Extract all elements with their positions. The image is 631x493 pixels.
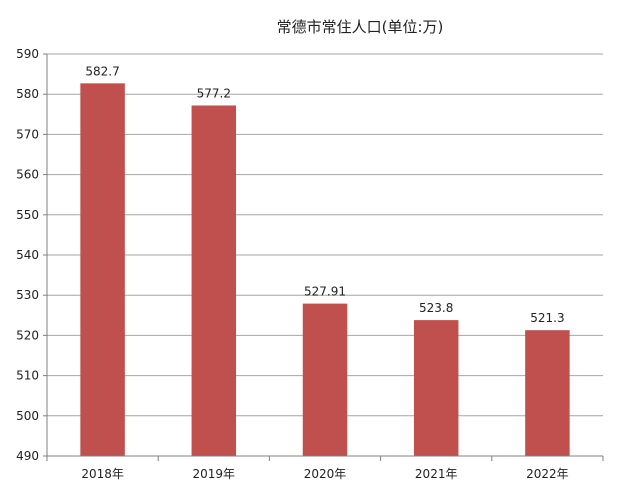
y-tick-label: 560 bbox=[16, 168, 39, 182]
y-tick-label: 580 bbox=[16, 87, 39, 101]
y-axis-ticks: 490 500 510 520 530 540 550 560 570 580 590 bbox=[16, 47, 47, 463]
data-label: 523.8 bbox=[419, 301, 453, 315]
data-label: 582.7 bbox=[85, 64, 119, 78]
y-tick-label: 510 bbox=[16, 369, 39, 383]
bar bbox=[302, 303, 348, 456]
data-label: 577.2 bbox=[197, 86, 231, 100]
y-tick-label: 590 bbox=[16, 47, 39, 61]
y-tick-label: 570 bbox=[16, 127, 39, 141]
x-tick-label: 2019年 bbox=[193, 467, 236, 481]
x-axis-ticks: 2018年 2019年 2020年 2021年 2022年 bbox=[46, 456, 604, 481]
bar bbox=[80, 83, 125, 456]
y-tick-label: 530 bbox=[16, 288, 39, 302]
y-tick-label: 500 bbox=[16, 409, 39, 423]
y-tick-label: 550 bbox=[16, 208, 39, 222]
data-labels: 582.7 577.2 527.91 523.8 521.3 bbox=[85, 64, 564, 325]
x-tick-label: 2020年 bbox=[304, 467, 347, 481]
chart-title: 常德市常住人口(单位:万) bbox=[277, 18, 444, 36]
bar bbox=[413, 320, 459, 456]
gridlines bbox=[47, 53, 603, 417]
y-tick-label: 540 bbox=[16, 248, 39, 262]
x-tick-label: 2022年 bbox=[526, 467, 569, 481]
data-label: 527.91 bbox=[304, 285, 346, 299]
bars bbox=[80, 83, 570, 457]
x-tick-label: 2018年 bbox=[81, 467, 124, 481]
x-tick-label: 2021年 bbox=[415, 467, 458, 481]
bar bbox=[525, 330, 570, 456]
data-label: 521.3 bbox=[530, 311, 564, 325]
y-tick-label: 490 bbox=[16, 449, 39, 463]
bar bbox=[191, 105, 237, 457]
y-tick-label: 520 bbox=[16, 328, 39, 342]
